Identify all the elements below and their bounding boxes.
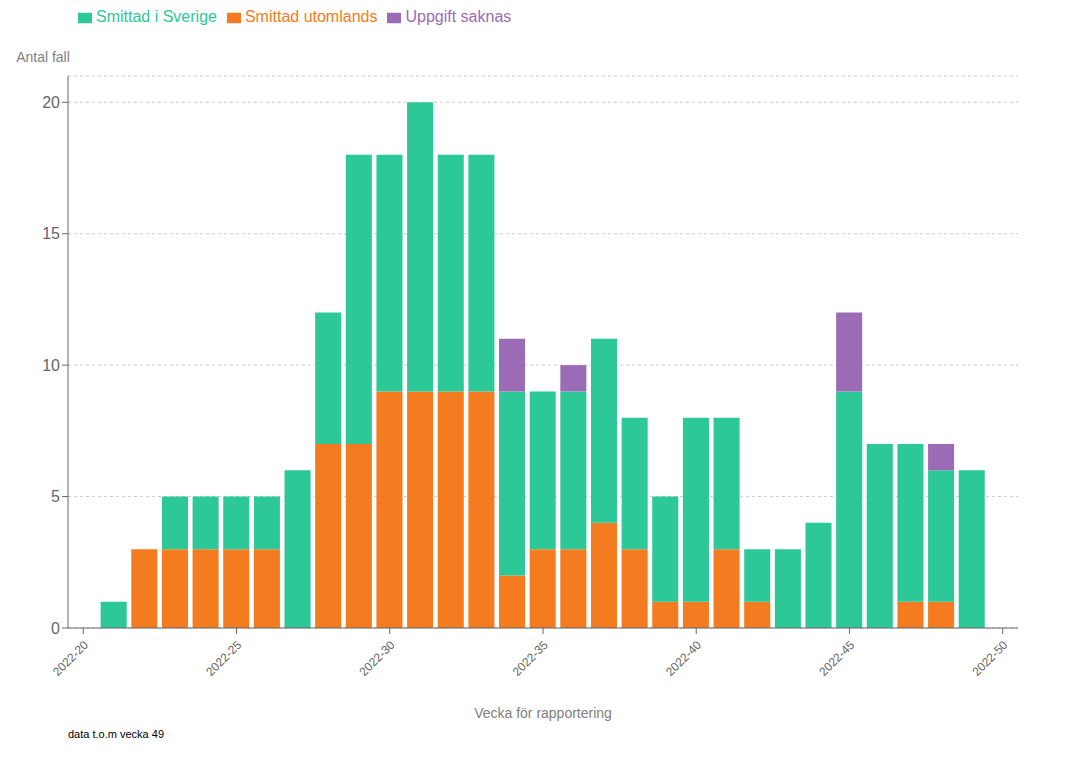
svg-text:2022-45: 2022-45 xyxy=(816,638,857,679)
svg-text:2022-40: 2022-40 xyxy=(663,638,704,679)
svg-text:2022-50: 2022-50 xyxy=(969,638,1010,679)
svg-text:15: 15 xyxy=(42,225,60,242)
svg-text:Vecka för rapportering: Vecka för rapportering xyxy=(474,705,612,721)
html-text:Smittad utomlands: Smittad utomlands xyxy=(244,8,378,25)
html-text:data t.o.m vecka 49: data t.o.m vecka 49 xyxy=(68,728,164,740)
svg-text:2022-35: 2022-35 xyxy=(510,638,551,679)
svg-text:20: 20 xyxy=(42,94,60,111)
svg-text:10: 10 xyxy=(42,357,60,374)
svg-text:2022-30: 2022-30 xyxy=(357,638,398,679)
svg-text:Antal fall: Antal fall xyxy=(16,49,70,65)
html-text:Smittad i Sverige: Smittad i Sverige xyxy=(96,8,217,25)
svg-text:0: 0 xyxy=(51,620,60,637)
svg-text:2022-20: 2022-20 xyxy=(50,638,91,679)
svg-text:2022-25: 2022-25 xyxy=(203,638,244,679)
svg-text:5: 5 xyxy=(51,488,60,505)
html-text:Uppgift saknas: Uppgift saknas xyxy=(405,8,512,25)
